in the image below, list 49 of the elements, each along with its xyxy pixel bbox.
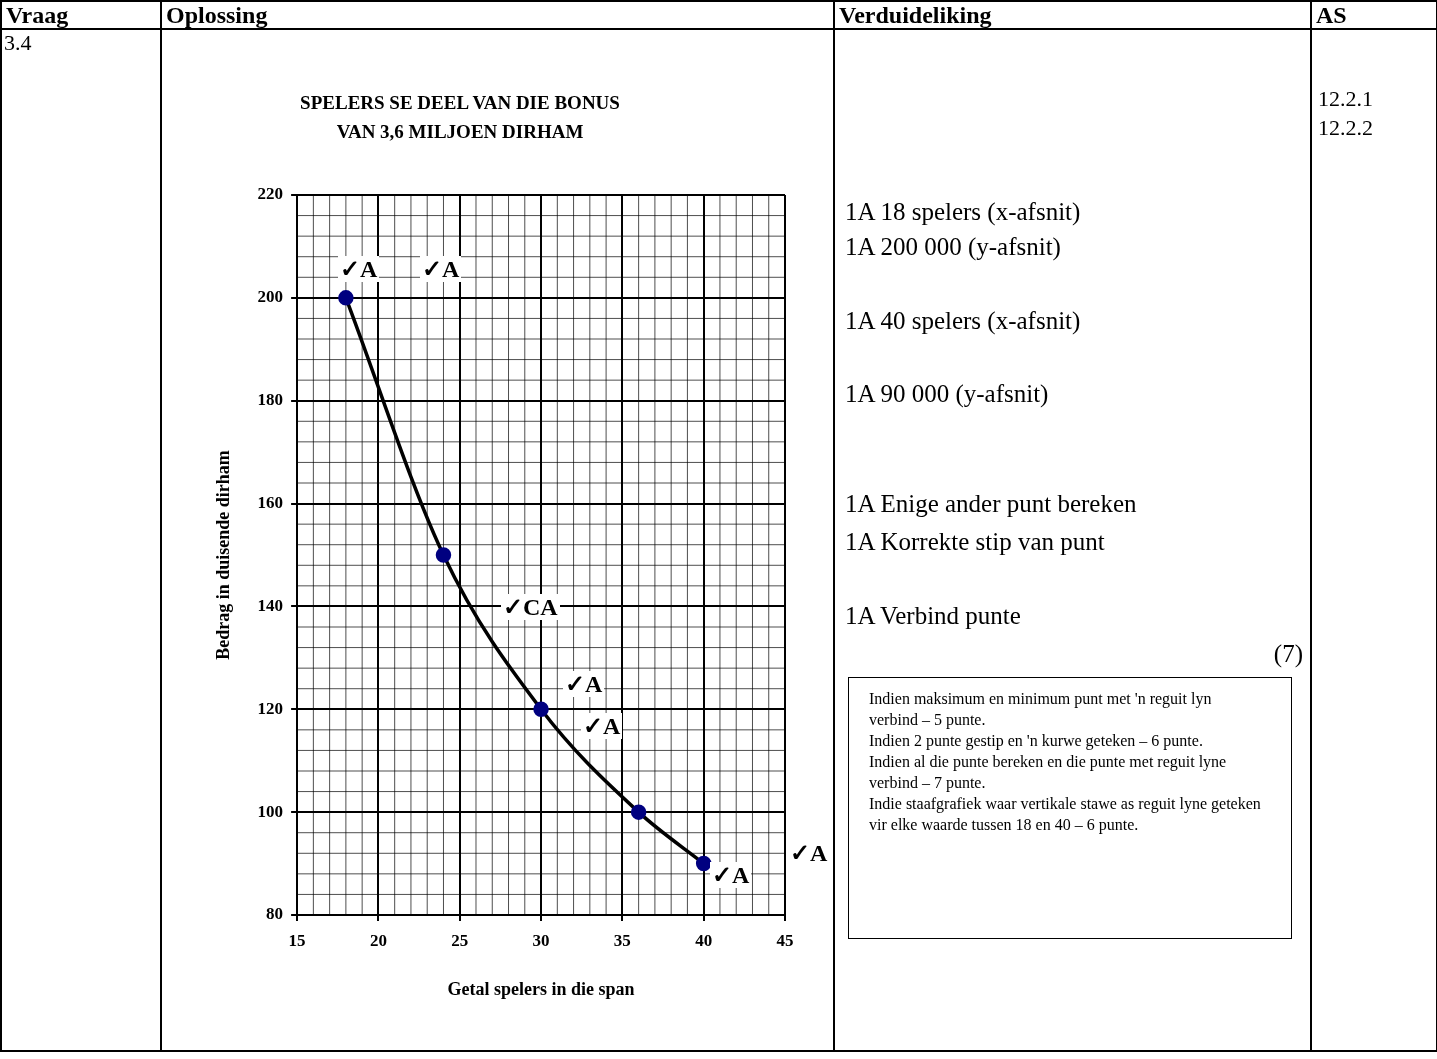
point xyxy=(338,290,354,306)
annotation: ✓A xyxy=(710,862,752,888)
point xyxy=(630,804,647,820)
text: Indie staafgrafiek waar vertikale stawe as reguit lyne geteken vir elke waarde tussen 18 en 40 – 6 punte. xyxy=(869,794,1261,835)
chart-title: SPELERS SE DEEL VAN DIE BONUS VAN 3,6 MILJOEN DIRHAM xyxy=(299,91,621,144)
annotation: ✓A xyxy=(420,256,462,282)
x-axis-title: Getal spelers in die span xyxy=(447,978,635,999)
x-tick-label: 20 xyxy=(369,930,387,950)
x-tick-label: 40 xyxy=(695,930,713,950)
text: 3.4 xyxy=(4,30,32,56)
annotation: ✓A xyxy=(581,713,623,739)
text: ✓A xyxy=(788,840,830,866)
text: 1A 200 000 (y-afsnit) xyxy=(845,233,1061,261)
text: Indien al die punte bereken en die punte met reguit lyne verbind – 7 punte. xyxy=(869,752,1228,793)
text: 1A Korrekte stip van punt xyxy=(845,528,1105,556)
text: Oplossing xyxy=(166,2,268,28)
x-tick-label: 15 xyxy=(288,930,306,950)
text: 1A 90 000 (y-afsnit) xyxy=(845,380,1049,408)
text: 1A Enige ander punt bereken xyxy=(845,490,1137,518)
y-tick-label: 140 xyxy=(257,595,284,615)
text: 12.2.1 xyxy=(1318,86,1373,111)
text: Indien maksimum en minimum punt met 'n reguit lyn verbind – 5 punte. xyxy=(869,689,1213,730)
point xyxy=(695,855,712,872)
y-tick-label: 180 xyxy=(257,390,284,410)
text: 1A 40 spelers (x-afsnit) xyxy=(845,307,1081,335)
text: 12.2.2 xyxy=(1318,115,1373,140)
text: Indien 2 punte gestip en 'n kurwe geteken – 6 punte. xyxy=(869,731,1204,751)
y-tick-label: 220 xyxy=(257,184,284,204)
annotation: ✓CA xyxy=(501,594,560,620)
x-tick-label: 35 xyxy=(613,930,631,950)
annotation: ✓A xyxy=(338,256,380,282)
text: Vraag xyxy=(6,2,69,28)
x-tick-label: 45 xyxy=(776,930,794,950)
point xyxy=(533,701,549,718)
x-tick-label: 30 xyxy=(532,930,550,950)
text: AS xyxy=(1316,2,1347,28)
annotation: ✓A xyxy=(563,671,605,697)
text: 1A Verbind punte xyxy=(845,602,1021,630)
y-tick-label: 100 xyxy=(257,801,284,821)
y-tick-label: 80 xyxy=(266,904,284,924)
text: (7) xyxy=(1273,640,1303,668)
point xyxy=(435,547,452,563)
x-tick-label: 25 xyxy=(451,930,469,950)
y-tick-label: 120 xyxy=(257,698,284,718)
text: 1A 18 spelers (x-afsnit) xyxy=(845,198,1081,226)
y-tick-label: 160 xyxy=(257,492,284,512)
text: Verduideliking xyxy=(839,2,992,28)
y-tick-label: 200 xyxy=(257,287,284,307)
y-axis-title: Bedrag in duisende dirham xyxy=(213,450,234,660)
